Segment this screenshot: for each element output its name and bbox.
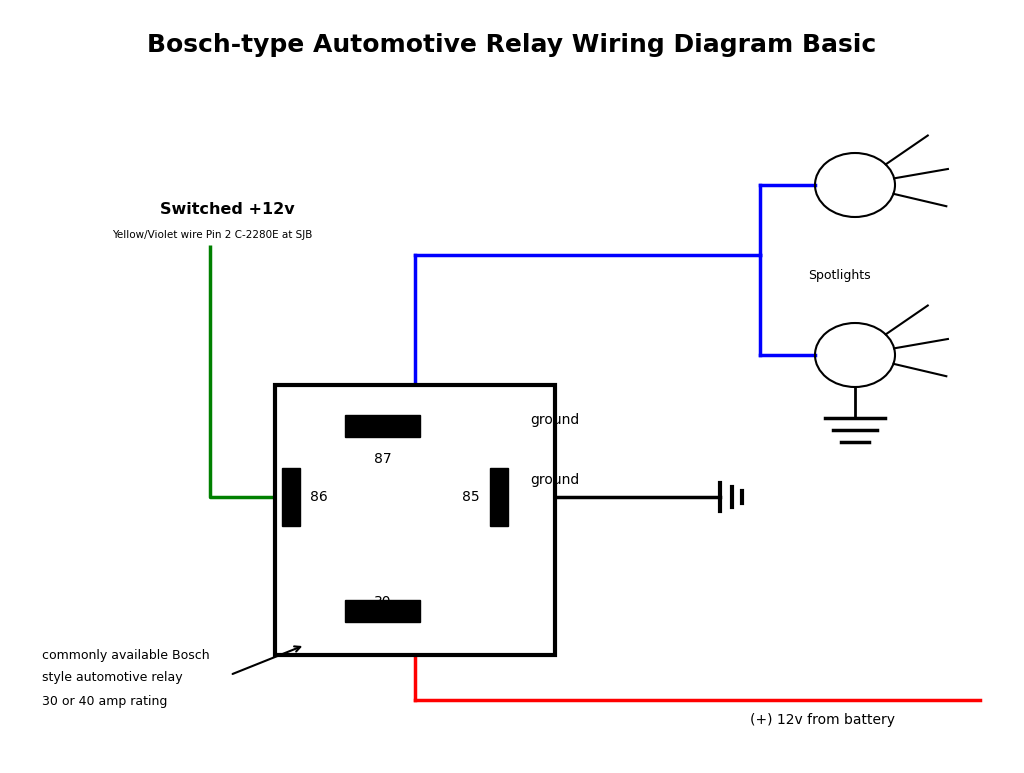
Text: 30: 30 [374, 595, 391, 609]
Text: Switched +12v: Switched +12v [160, 203, 295, 217]
Text: 87: 87 [374, 452, 391, 466]
Text: Spotlights: Spotlights [808, 268, 870, 281]
Bar [345, 415, 420, 437]
Text: commonly available Bosch: commonly available Bosch [42, 649, 210, 662]
Text: 30 or 40 amp rating: 30 or 40 amp rating [42, 694, 167, 707]
Bar [490, 468, 508, 526]
Bar [345, 600, 420, 622]
Text: ground: ground [530, 413, 580, 427]
Text: (+) 12v from battery: (+) 12v from battery [750, 713, 895, 727]
Text: style automotive relay: style automotive relay [42, 672, 182, 685]
Text: ground: ground [530, 473, 580, 487]
Text: Yellow/Violet wire Pin 2 C-2280E at SJB: Yellow/Violet wire Pin 2 C-2280E at SJB [112, 230, 312, 240]
Text: Bosch-type Automotive Relay Wiring Diagram Basic: Bosch-type Automotive Relay Wiring Diagr… [147, 33, 877, 57]
Text: 86: 86 [310, 490, 328, 504]
Bar [275, 385, 555, 655]
Text: 85: 85 [463, 490, 480, 504]
Bar [282, 468, 300, 526]
